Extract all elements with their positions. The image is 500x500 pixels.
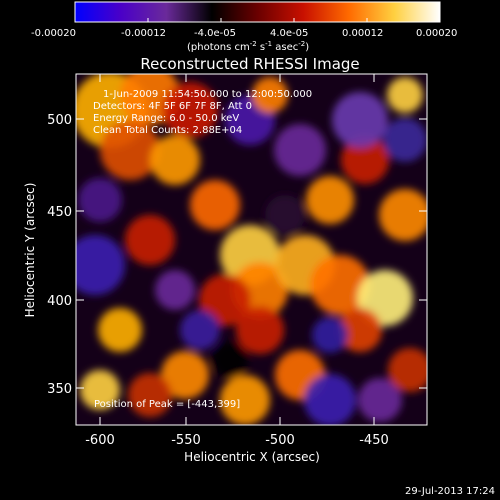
- emission-blob: [220, 375, 270, 425]
- image-title: Reconstructed RHESSI Image: [140, 55, 359, 73]
- footer-timestamp: 29-Jul-2013 17:24: [405, 486, 495, 497]
- colorbar-label-2: -4.0e-05: [194, 28, 236, 39]
- energy-range-text: Energy Range: 6.0 - 50.0 keV: [93, 113, 239, 124]
- emission-blob: [387, 77, 423, 113]
- emission-blob: [78, 178, 122, 222]
- colorbar-label-5: 0.00020: [416, 28, 457, 39]
- colorbar-label-3: 4.0e-05: [270, 28, 308, 39]
- x-tick-label-2: -500: [265, 433, 295, 448]
- plot-frame: [75, 73, 428, 426]
- y-tick-label-0: 350: [47, 382, 72, 397]
- emission-blob: [155, 270, 195, 310]
- emission-blob: [252, 77, 288, 113]
- emission-blob: [306, 176, 354, 224]
- emission-blob: [388, 348, 427, 392]
- x-tick-label-1: -550: [171, 433, 201, 448]
- emission-blob: [358, 378, 402, 422]
- colorbar: [75, 2, 440, 22]
- emission-blob: [383, 118, 427, 162]
- detectors-text: Detectors: 4F 5F 6F 7F 8F, Att 0: [93, 101, 252, 112]
- emission-blob: [128, 373, 172, 417]
- colorbar-label-4: 0.00012: [342, 28, 383, 39]
- y-tick-label-3: 500: [47, 113, 72, 128]
- axis-ticks: [76, 74, 427, 425]
- y-tick-label-1: 400: [47, 294, 72, 309]
- time-range-text: 1-Jun-2009 11:54:50.000 to 12:00:50.000: [103, 89, 312, 100]
- emission-blob: [162, 82, 218, 138]
- colorbar-ticks: [74, 18, 441, 22]
- emission-blob: [310, 255, 370, 315]
- colorbar-frame: [74, 1, 441, 23]
- emission-blob: [180, 310, 220, 350]
- emission-blob: [274, 124, 326, 176]
- emission-blob: [100, 120, 160, 180]
- emission-blob: [161, 351, 209, 399]
- clean-info-text: Clean Total Counts: 2.88E+04: [93, 125, 242, 136]
- emission-blob: [98, 308, 142, 352]
- emission-blob: [80, 370, 120, 410]
- y-tick-label-2: 450: [47, 205, 72, 220]
- peak-position-text: Position of Peak = [-443,399]: [94, 399, 240, 410]
- x-tick-label-0: -600: [85, 433, 115, 448]
- emission-blob: [304, 374, 356, 425]
- colorbar-label-0: -0.00020: [31, 28, 76, 39]
- emission-blob: [338, 308, 382, 352]
- emission-blob: [150, 135, 200, 185]
- emission-blob: [212, 342, 248, 378]
- colorbar-label-1: -0.00012: [121, 28, 166, 39]
- emission-blob: [236, 306, 284, 354]
- emission-blob: [76, 235, 125, 295]
- emission-blob: [265, 195, 305, 235]
- emission-blob: [190, 180, 240, 230]
- emission-blob: [332, 92, 388, 148]
- emission-blob: [312, 317, 348, 353]
- emission-blob: [341, 136, 389, 184]
- colorbar-units: (photons cm-2 s-1 asec-2): [187, 40, 309, 53]
- emission-blob: [125, 215, 175, 265]
- x-axis-label: Heliocentric X (arcsec): [184, 450, 320, 464]
- y-axis-label: Heliocentric Y (arcsec): [23, 183, 37, 318]
- reconstructed-image: [76, 74, 427, 425]
- x-tick-label-3: -450: [359, 433, 389, 448]
- emission-blob: [379, 189, 427, 241]
- emission-blob: [199, 274, 251, 326]
